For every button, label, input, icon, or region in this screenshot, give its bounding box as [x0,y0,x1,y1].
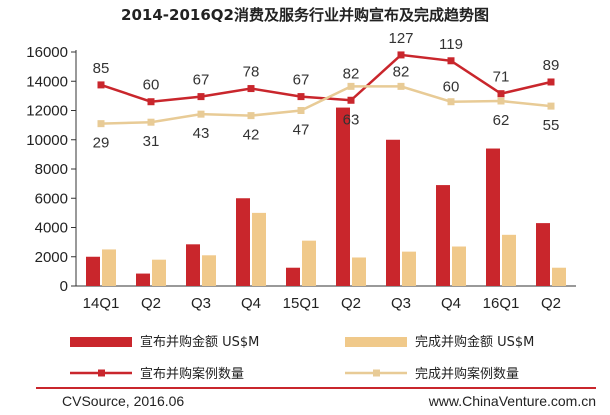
data-label: 47 [293,122,310,139]
bar [502,234,516,286]
y-tick-label: 8000 [35,161,68,178]
x-tick-label: Q3 [391,295,411,312]
bar [136,273,150,286]
x-tick-label: 15Q1 [283,295,320,312]
line-marker [147,118,155,126]
line-marker [397,82,405,90]
line-marker [347,96,355,104]
line-marker [97,120,105,128]
bar [186,244,200,286]
bar [352,257,366,286]
legend: 宣布并购金额 US$M 完成并购金额 US$M 宣布并购案例数量 完成并购案例数量 [70,334,534,382]
data-label: 89 [543,57,560,74]
y-tick-label: 10000 [26,132,68,149]
bar [536,223,550,286]
y-tick-label: 0 [60,278,68,295]
line-marker [197,110,205,118]
line-marker [97,81,105,89]
y-tick-label: 12000 [26,103,68,120]
x-tick-label: Q4 [441,295,461,312]
data-label: 55 [543,117,560,134]
x-tick-label: Q2 [141,295,161,312]
data-label: 67 [193,72,210,89]
data-label: 42 [243,127,260,144]
data-label: 119 [439,36,463,53]
y-tick-label: 6000 [35,190,68,207]
line-marker [297,93,305,101]
line-marker [447,98,455,106]
bar [202,255,216,286]
data-labels: 85 60 67 78 67 82 127 119 71 89 29 31 43 42 47 63 82 60 62… [93,30,560,152]
line-marker [497,97,505,105]
y-tick-label: 4000 [35,220,68,237]
bar [86,256,100,286]
legend-label: 宣布并购案例数量 [140,366,244,382]
bar [436,185,450,286]
y-tick-label: 16000 [26,44,68,61]
data-label: 78 [243,64,260,81]
line-marker [497,90,505,98]
legend-label: 完成并购案例数量 [415,366,519,382]
data-label: 127 [388,30,413,47]
data-label: 60 [143,77,160,94]
data-label: 67 [293,72,310,89]
bar [552,267,566,286]
legend-swatch [345,337,407,347]
axes: 0 2000 4000 6000 8000 10000 12000 14000 16000 14Q… [26,44,576,312]
line-marker [547,78,555,86]
legend-marker [373,369,380,377]
legend-label: 完成并购金额 US$M [415,334,534,350]
footer-source: CVSource, 2016.06 [62,393,184,409]
data-label: 62 [493,112,510,129]
y-tick-label: 14000 [26,73,68,90]
data-label: 29 [93,135,110,152]
bar [452,246,466,286]
line-marker [247,112,255,120]
bar [252,212,266,286]
bar [402,251,416,286]
legend-marker [98,369,105,377]
line-marker [447,57,455,65]
line-marker [347,82,355,90]
x-tick-label: Q2 [341,295,361,312]
line-marker [147,98,155,106]
footer-website: www.ChinaVenture.com.cn [428,393,596,409]
line-marker [197,93,205,101]
bar [102,249,116,286]
data-label: 63 [343,111,360,128]
data-label: 31 [143,133,160,150]
legend-swatch [70,337,132,347]
series-line [100,85,552,125]
line-marker [397,51,405,59]
bar [386,139,400,286]
x-tick-label: Q3 [191,295,211,312]
bar [286,267,300,286]
x-tick-label: 14Q1 [83,295,120,312]
series-line [100,53,552,103]
data-label: 60 [443,79,460,96]
legend-label: 宣布并购金额 US$M [140,334,259,350]
x-tick-label: 16Q1 [483,295,520,312]
lines [97,51,555,128]
x-tick-label: Q2 [541,295,561,312]
bar [486,148,500,286]
data-label: 71 [493,69,510,86]
bars [86,107,566,286]
bar [302,240,316,286]
y-tick-label: 2000 [35,249,68,266]
data-label: 85 [93,60,110,77]
data-label: 43 [193,125,210,142]
bar [236,198,250,286]
line-marker [297,107,305,114]
data-label: 82 [343,65,360,82]
bar [152,259,166,286]
x-tick-label: Q4 [241,295,261,312]
line-marker [547,102,555,110]
bar [336,107,350,286]
line-marker [247,85,255,93]
data-label: 82 [393,63,410,80]
chart-title: 2014-2016Q2消费及服务行业并购宣布及完成趋势图 [121,6,489,24]
